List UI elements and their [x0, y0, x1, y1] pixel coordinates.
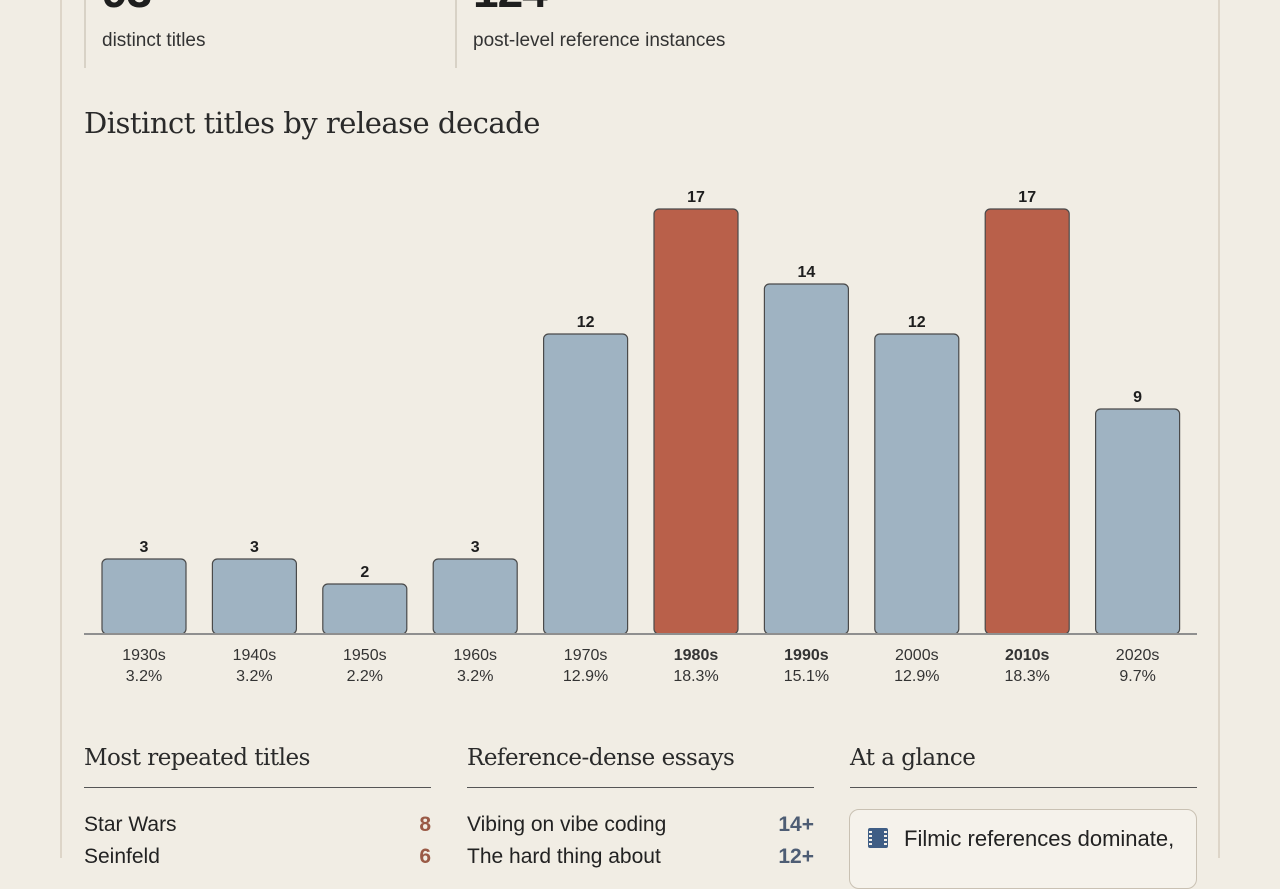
list-item[interactable]: The hard thing about 12+ — [467, 845, 814, 873]
percent-label: 12.9% — [894, 668, 939, 685]
bar-value-label: 12 — [908, 314, 926, 331]
list-item-count: 8 — [419, 813, 431, 836]
percent-label: 18.3% — [673, 668, 718, 685]
bar-1950s — [322, 583, 408, 635]
list-item-count: 12+ — [778, 845, 814, 868]
list-item[interactable]: Star Wars 8 — [84, 813, 431, 841]
tick-label: 1950s — [343, 647, 387, 664]
bar-1930s — [101, 558, 187, 635]
bar-value-label: 3 — [250, 539, 259, 556]
list-item[interactable]: Seinfeld 6 — [84, 845, 431, 873]
bar-value-label: 9 — [1133, 389, 1142, 406]
stat-value: 124 — [473, 0, 548, 14]
bar-1970s — [542, 333, 629, 635]
tick-label: 1970s — [564, 647, 608, 664]
percent-label: 2.2% — [347, 668, 383, 685]
bar-value-label: 17 — [1018, 189, 1036, 206]
list-item-label: Vibing on vibe coding — [467, 813, 667, 836]
percent-label: 3.2% — [126, 668, 162, 685]
stat-reference-instances: 124 post-level reference instances — [455, 0, 837, 68]
bar-value-label: 3 — [140, 539, 149, 556]
stat-label: distinct titles — [102, 30, 206, 51]
percent-label: 12.9% — [563, 668, 608, 685]
bar-1980s — [653, 208, 739, 635]
tick-label: 2000s — [895, 647, 939, 664]
chart-title: Distinct titles by release decade — [84, 106, 540, 140]
percent-label: 3.2% — [457, 668, 493, 685]
tick-label: 1930s — [122, 647, 166, 664]
percent-label: 15.1% — [784, 668, 829, 685]
list-item-count: 14+ — [778, 813, 814, 836]
tick-label: 1980s — [674, 647, 719, 664]
bar-2020s — [1094, 408, 1181, 635]
at-a-glance-title: At a glance — [850, 745, 976, 771]
tick-label: 1990s — [784, 647, 829, 664]
bar-1990s — [763, 283, 850, 635]
list-item-count: 6 — [419, 845, 431, 868]
tick-label: 1960s — [453, 647, 497, 664]
list-item[interactable]: Vibing on vibe coding 14+ — [467, 813, 814, 841]
film-icon — [868, 828, 888, 848]
percent-label: 18.3% — [1005, 668, 1050, 685]
bar-1960s — [432, 558, 518, 635]
list-item-label: Star Wars — [84, 813, 177, 836]
bar-value-label: 12 — [577, 314, 595, 331]
tick-label: 2010s — [1005, 647, 1050, 664]
bar-2010s — [984, 208, 1070, 635]
bar-value-label: 17 — [687, 189, 705, 206]
decade-bar-chart: 3 1930s 3.2% 3 1940s 3.2% 2 1950s 2.2% 3 1960s 3.2%… — [84, 189, 1197, 685]
bar-value-label: 2 — [360, 564, 369, 581]
glance-card-text: Filmic references dominate, — [904, 826, 1175, 851]
glance-card: Filmic references dominate, — [849, 809, 1197, 889]
percent-label: 9.7% — [1119, 668, 1155, 685]
bar-value-label: 14 — [798, 264, 816, 281]
stat-distinct-titles: 93 distinct titles — [84, 0, 456, 68]
tick-label: 2020s — [1116, 647, 1160, 664]
section-divider — [850, 787, 1197, 788]
list-item-label: The hard thing about — [467, 845, 661, 868]
section-divider — [84, 787, 431, 788]
percent-label: 3.2% — [236, 668, 272, 685]
bar-value-label: 3 — [471, 539, 480, 556]
section-divider — [467, 787, 814, 788]
list-item-label: Seinfeld — [84, 845, 160, 868]
tick-label: 1940s — [233, 647, 277, 664]
reference-dense-title: Reference-dense essays — [467, 745, 735, 771]
bar-2000s — [874, 333, 960, 635]
page-frame — [60, 0, 1220, 858]
stat-label: post-level reference instances — [473, 30, 726, 51]
bar-1940s — [211, 558, 297, 635]
most-repeated-title: Most repeated titles — [84, 745, 310, 771]
stat-value: 93 — [102, 0, 152, 14]
